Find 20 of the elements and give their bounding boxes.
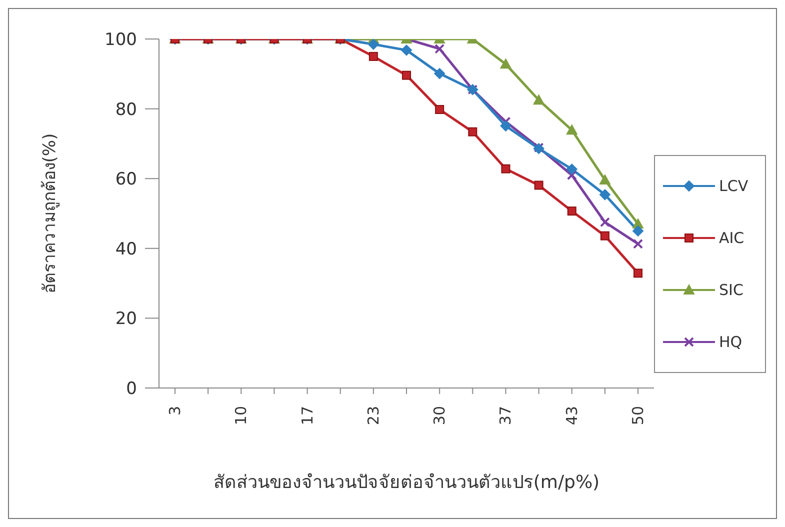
x-tick-label: 50	[629, 406, 647, 426]
x-tick-label: 17	[298, 406, 316, 426]
legend-label: AIC	[719, 228, 744, 246]
legend-label: HQ	[719, 332, 742, 350]
legend-label: SIC	[719, 280, 744, 298]
y-axis-title: อัตราความถูกต้อง(%)	[40, 133, 60, 294]
x-tick-label: 3	[166, 406, 184, 416]
x-tick-label: 23	[364, 406, 382, 426]
x-tick-label: 30	[430, 406, 449, 426]
y-tick-label: 60	[115, 170, 137, 190]
y-tick-label: 20	[115, 309, 137, 330]
y-tick-label: 100	[104, 30, 137, 50]
x-tick-label: 10	[232, 406, 250, 426]
y-tick-label: 0	[126, 379, 137, 400]
x-tick-label: 37	[496, 406, 515, 426]
x-tick-label: 43	[562, 406, 581, 426]
y-tick-label: 80	[115, 100, 137, 120]
y-tick-label: 40	[115, 239, 137, 260]
legend-label: LCV	[719, 176, 748, 194]
x-axis-title: สัดส่วนของจำนวนปัจจัยต่อจำนวนตัวแปร(m/p%)	[213, 472, 600, 493]
